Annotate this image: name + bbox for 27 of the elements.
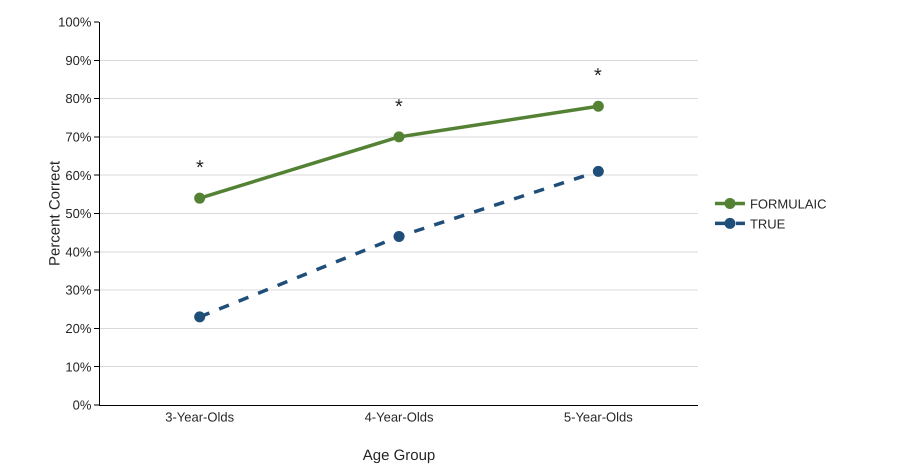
y-tick-label: 10% — [65, 359, 92, 374]
point — [194, 192, 206, 204]
y-tick-label: 0% — [72, 398, 92, 413]
annotation: * — [196, 157, 204, 179]
legend-label: FORMULAIC — [750, 196, 827, 212]
x-tick-label: 5-Year-Olds — [564, 410, 634, 425]
point — [394, 230, 404, 242]
y-axis-title: Percent Correct — [46, 160, 64, 266]
point — [394, 131, 404, 142]
point — [592, 100, 604, 112]
annotation: * — [594, 65, 602, 87]
annotation: * — [395, 96, 403, 118]
y-tick-label: 30% — [65, 282, 92, 298]
x-axis-title: Age Group — [362, 447, 436, 464]
y-tick-label: 80% — [65, 91, 92, 106]
point — [194, 311, 206, 322]
x-tick-label: 4-Year-Olds — [364, 410, 434, 425]
y-tick-label: 90% — [65, 52, 92, 68]
y-tick-label: 20% — [65, 320, 92, 336]
y-tick-label: 50% — [65, 206, 92, 222]
legend-label: TRUE — [750, 216, 786, 232]
y-tick-label: 100% — [58, 14, 92, 30]
y-tick-label: 60% — [65, 168, 92, 183]
y-tick-label: 40% — [65, 244, 92, 260]
x-tick-label: 3-Year-Olds — [165, 410, 235, 425]
point — [592, 166, 604, 177]
y-tick-label: 70% — [65, 129, 92, 144]
